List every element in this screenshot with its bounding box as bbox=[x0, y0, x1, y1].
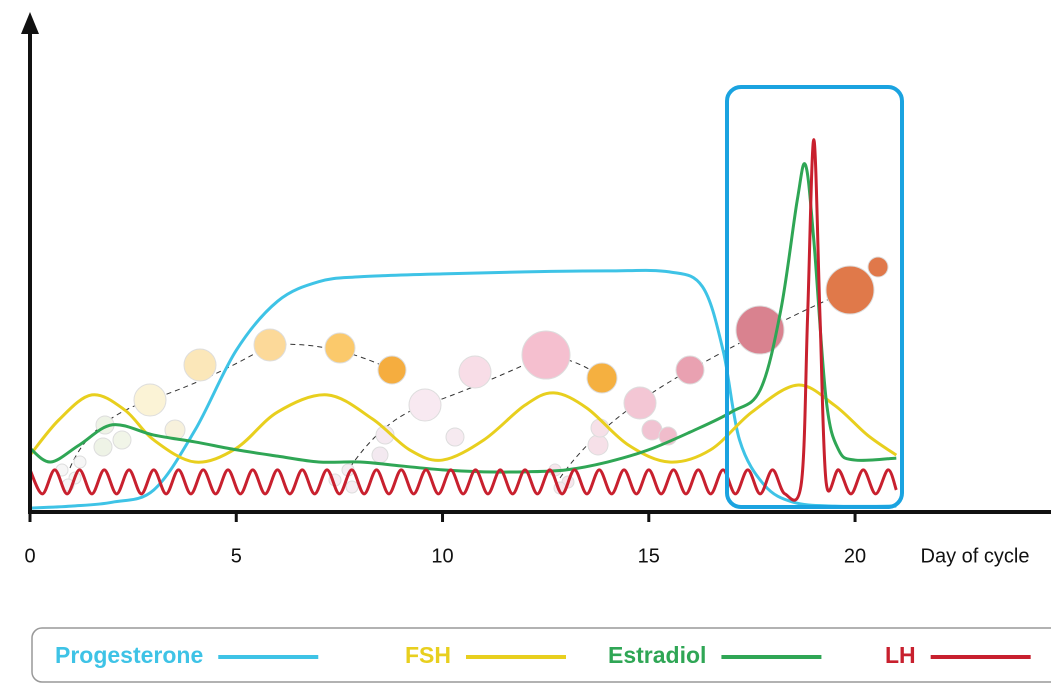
legend-label: Progesterone bbox=[55, 642, 203, 668]
plot-lines bbox=[28, 138, 898, 510]
x-tick-label: 10 bbox=[431, 545, 453, 567]
x-tick-label: 20 bbox=[844, 545, 866, 567]
legend: Progesterone FSH Estradiol LH bbox=[55, 642, 1031, 668]
legend-label: FSH bbox=[405, 642, 451, 668]
series-line bbox=[29, 162, 897, 474]
x-tick-label: 0 bbox=[24, 545, 35, 567]
series-line bbox=[28, 138, 898, 502]
y-axis-arrow bbox=[21, 12, 39, 34]
x-tick-label: 5 bbox=[231, 545, 242, 567]
x-axis-label: Day of cycle bbox=[921, 545, 1030, 567]
highlight-box bbox=[725, 85, 904, 509]
x-tick-label: 15 bbox=[638, 545, 660, 567]
legend-box bbox=[31, 627, 1051, 683]
series-line bbox=[28, 383, 898, 464]
series-line bbox=[29, 268, 897, 510]
legend-label: Estradiol bbox=[608, 642, 706, 668]
legend-label: LH bbox=[885, 642, 916, 668]
